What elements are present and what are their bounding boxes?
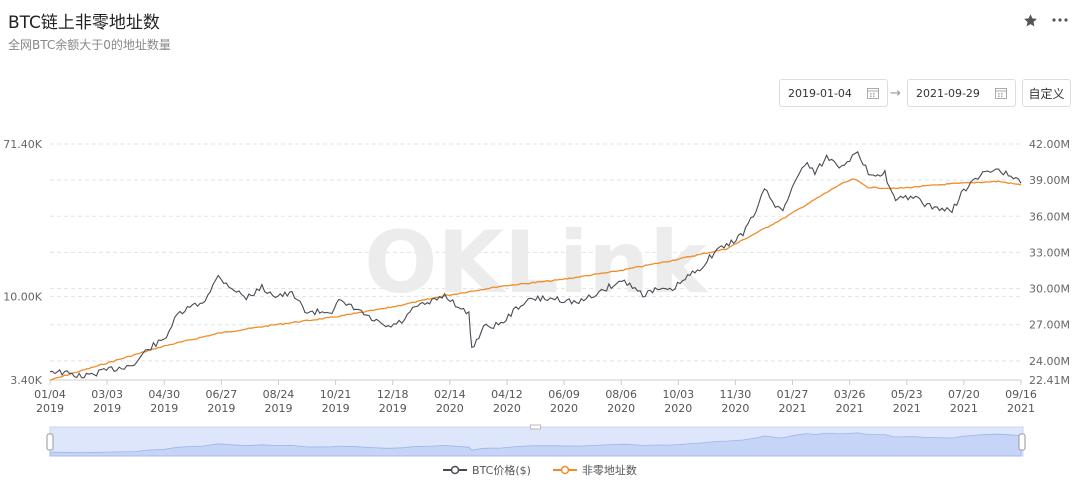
star-icon[interactable] <box>1020 10 1040 30</box>
x-tick-year: 2021 <box>950 402 978 415</box>
calendar-icon <box>867 88 879 99</box>
x-tick-label: 07/20 <box>948 388 980 401</box>
legend-item-price[interactable]: BTC价格($) <box>443 462 531 478</box>
y-right-tick-label: 42.00M <box>1029 138 1070 151</box>
x-tick-year: 2020 <box>550 402 578 415</box>
more-icon[interactable] <box>1050 10 1070 30</box>
x-tick-label: 09/16 <box>1005 388 1037 401</box>
y-right-tick-label: 27.00M <box>1029 319 1070 332</box>
y-right-tick-label: 22.41M <box>1029 374 1070 387</box>
x-tick-year: 2020 <box>493 402 521 415</box>
navigator-grip <box>530 424 541 430</box>
chart-canvas: 42.00M 39.00M 36.00M 33.00M 30.00M 27.00M 24.0… <box>3 138 1070 457</box>
legend-addresses-label: 非零地址数 <box>581 464 637 477</box>
x-tick-label: 06/27 <box>206 388 238 401</box>
y-left-tick-label: 71.40K <box>3 138 42 151</box>
x-tick-label: 11/30 <box>720 388 752 401</box>
navigator-handle-right <box>1018 433 1026 451</box>
x-tick-label: 03/26 <box>834 388 866 401</box>
range-arrow: → <box>890 86 901 101</box>
legend-price-label: BTC价格($) <box>472 464 531 477</box>
x-tick-label: 01/04 <box>34 388 66 401</box>
x-tick-year: 2021 <box>779 402 807 415</box>
custom-range-button[interactable]: 自定义 <box>1022 79 1071 107</box>
end-date-input[interactable]: 2021-09-29 <box>907 79 1016 107</box>
x-tick-label: 04/30 <box>148 388 180 401</box>
y-left-tick-label: 10.00K <box>3 290 42 303</box>
x-tick-label: 08/06 <box>605 388 637 401</box>
x-tick-year: 2021 <box>836 402 864 415</box>
x-tick-label: 10/21 <box>320 388 352 401</box>
x-tick-year: 2020 <box>436 402 464 415</box>
x-tick-year: 2019 <box>207 402 235 415</box>
page-title: BTC链上非零地址数 <box>8 13 160 33</box>
x-tick-year: 2019 <box>322 402 350 415</box>
legend-price-marker <box>443 465 468 475</box>
x-tick-label: 05/23 <box>891 388 923 401</box>
y-right-tick-label: 33.00M <box>1029 246 1070 259</box>
x-tick-year: 2019 <box>264 402 292 415</box>
legend-item-addresses[interactable]: 非零地址数 <box>552 462 637 478</box>
page-subtitle: 全网BTC余额大于0的地址数量 <box>8 38 171 52</box>
x-tick-year: 2019 <box>36 402 64 415</box>
y-right-tick-label: 39.00M <box>1029 174 1070 187</box>
x-tick-year: 2021 <box>893 402 921 415</box>
x-tick-year: 2021 <box>1007 402 1035 415</box>
legend-addresses-marker <box>552 465 577 475</box>
navigator-series <box>49 432 1022 457</box>
x-tick-label: 06/09 <box>548 388 580 401</box>
y-right-tick-label: 30.00M <box>1029 283 1070 296</box>
end-date-value: 2021-09-29 <box>916 86 980 100</box>
watermark: OKLink <box>364 213 708 313</box>
x-tick-year: 2020 <box>607 402 635 415</box>
series-line-price <box>49 150 1022 379</box>
x-tick-year: 2020 <box>721 402 749 415</box>
top-actions <box>1020 10 1070 30</box>
start-date-input[interactable]: 2019-01-04 <box>779 79 888 107</box>
navigator-handle-left <box>46 433 54 451</box>
series-line-addresses <box>49 178 1022 381</box>
x-tick-year: 2019 <box>150 402 178 415</box>
calendar-icon <box>995 88 1007 99</box>
y-right-tick-label: 24.00M <box>1029 355 1070 368</box>
x-tick-year: 2019 <box>379 402 407 415</box>
x-tick-year: 2020 <box>664 402 692 415</box>
x-tick-year: 2019 <box>93 402 121 415</box>
x-tick-label: 01/27 <box>777 388 809 401</box>
x-tick-label: 10/03 <box>662 388 694 401</box>
x-tick-label: 03/03 <box>91 388 123 401</box>
x-tick-label: 08/24 <box>263 388 295 401</box>
x-tick-label: 12/18 <box>377 388 409 401</box>
start-date-value: 2019-01-04 <box>788 86 852 100</box>
x-tick-label: 04/12 <box>491 388 523 401</box>
y-right-tick-label: 36.00M <box>1029 210 1070 223</box>
chart-legend: BTC价格($) 非零地址数 <box>0 462 1080 478</box>
x-tick-label: 02/14 <box>434 388 466 401</box>
y-left-tick-label: 3.40K <box>10 374 42 387</box>
